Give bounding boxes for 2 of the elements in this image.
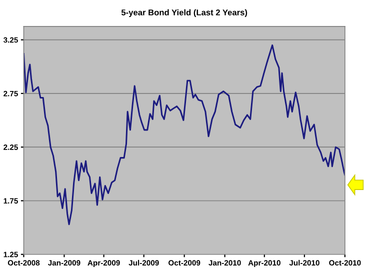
line-series xyxy=(24,44,345,226)
chart-title: 5-year Bond Yield (Last 2 Years) xyxy=(121,9,248,18)
